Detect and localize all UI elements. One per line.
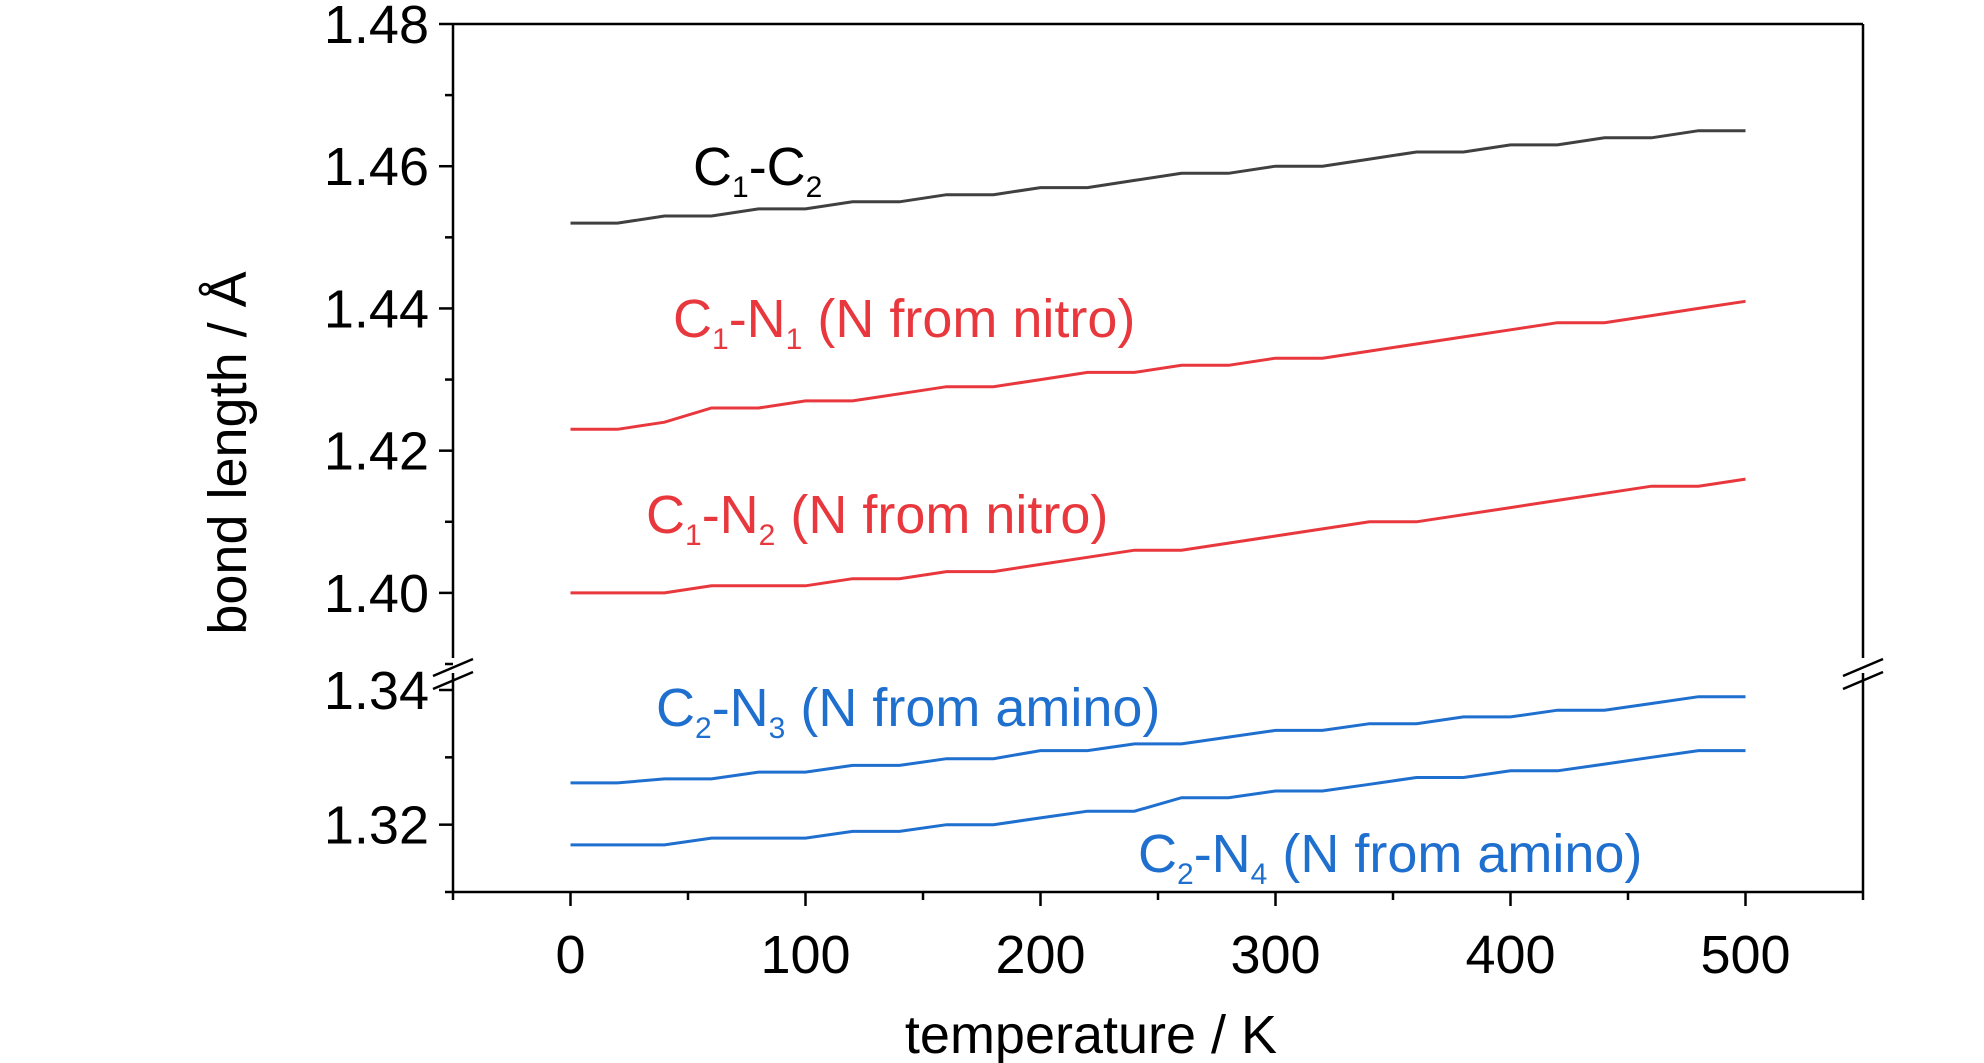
series-line-3 xyxy=(570,695,1746,785)
y-tick-label: 1.40 xyxy=(324,564,429,624)
y-tick-label: 1.46 xyxy=(324,137,429,197)
x-tick-labels: 0 100 200 300 400 500 xyxy=(555,925,1790,985)
series-line-0 xyxy=(570,129,1746,225)
y-tick-labels: 1.48 1.46 1.44 1.42 1.40 1.34 1.32 xyxy=(324,0,429,856)
y-tick-label: 1.44 xyxy=(324,279,429,339)
x-tick-label: 500 xyxy=(1700,925,1790,985)
axis-break-left xyxy=(432,657,474,691)
y-axis-title: bond length / Å xyxy=(198,271,258,634)
series-line-1 xyxy=(570,299,1746,431)
x-tick-label: 200 xyxy=(995,925,1085,985)
x-tick-label: 0 xyxy=(555,925,585,985)
y-tick-label: 1.34 xyxy=(324,661,429,721)
series-label-c1-c2: C1-C2 xyxy=(693,137,822,204)
series-label-c2-n3: C2-N3 (N from amino) xyxy=(656,678,1160,745)
series-line-4 xyxy=(570,749,1746,847)
y-tick-label: 1.42 xyxy=(324,422,429,482)
series-label-c1-n1: C1-N1 (N from nitro) xyxy=(673,289,1135,356)
x-tick-label: 400 xyxy=(1465,925,1555,985)
series-label-c1-n2: C1-N2 (N from nitro) xyxy=(646,485,1108,552)
axis-break-right xyxy=(1842,657,1884,691)
axis-ticks xyxy=(439,22,1865,906)
series-line-2 xyxy=(570,477,1746,595)
x-tick-label: 300 xyxy=(1230,925,1320,985)
y-tick-label: 1.32 xyxy=(324,796,429,856)
x-tick-label: 100 xyxy=(760,925,850,985)
series-label-c2-n4: C2-N4 (N from amino) xyxy=(1138,824,1642,891)
y-tick-label: 1.48 xyxy=(324,0,429,55)
x-axis-title: temperature / K xyxy=(905,1005,1277,1063)
series-lines xyxy=(570,129,1746,847)
